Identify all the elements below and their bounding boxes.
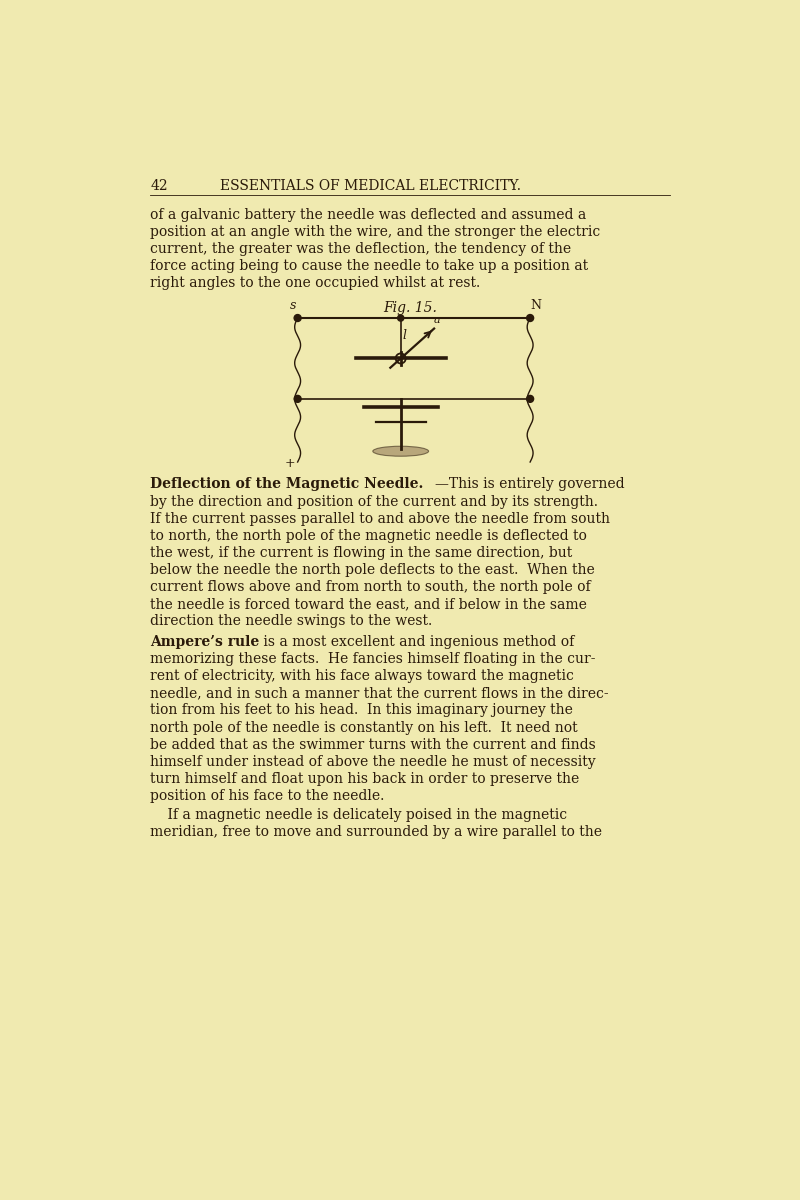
Text: force acting being to cause the needle to take up a position at: force acting being to cause the needle t… — [150, 259, 589, 274]
Circle shape — [294, 314, 301, 322]
Text: himself under instead of above the needle he must of necessity: himself under instead of above the needl… — [150, 755, 596, 769]
Text: of a galvanic battery the needle was deflected and assumed a: of a galvanic battery the needle was def… — [150, 208, 586, 222]
Text: —This is entirely governed: —This is entirely governed — [435, 478, 625, 492]
Text: current, the greater was the deflection, the tendency of the: current, the greater was the deflection,… — [150, 242, 571, 256]
Text: by the direction and position of the current and by its strength.: by the direction and position of the cur… — [150, 494, 598, 509]
Text: rent of electricity, with his face always toward the magnetic: rent of electricity, with his face alway… — [150, 670, 574, 683]
Ellipse shape — [373, 446, 429, 456]
Text: direction the needle swings to the west.: direction the needle swings to the west. — [150, 614, 433, 628]
Text: Fig. 15.: Fig. 15. — [383, 301, 437, 316]
Text: be added that as the swimmer turns with the current and finds: be added that as the swimmer turns with … — [150, 738, 596, 751]
Text: s: s — [290, 299, 296, 312]
Circle shape — [526, 314, 534, 322]
Text: needle, and in such a manner that the current flows in the direc-: needle, and in such a manner that the cu… — [150, 686, 609, 701]
Circle shape — [526, 396, 534, 402]
Text: right angles to the one occupied whilst at rest.: right angles to the one occupied whilst … — [150, 276, 481, 290]
Text: the needle is forced toward the east, and if below in the same: the needle is forced toward the east, an… — [150, 598, 587, 611]
Text: tion from his feet to his head.  In this imaginary journey the: tion from his feet to his head. In this … — [150, 703, 574, 718]
Text: If the current passes parallel to and above the needle from south: If the current passes parallel to and ab… — [150, 511, 610, 526]
Text: If a magnetic needle is delicately poised in the magnetic: If a magnetic needle is delicately poise… — [150, 809, 567, 822]
Circle shape — [398, 314, 404, 322]
Text: position of his face to the needle.: position of his face to the needle. — [150, 788, 385, 803]
Text: Ampere’s rule: Ampere’s rule — [150, 635, 260, 649]
Text: 42: 42 — [150, 179, 168, 193]
Circle shape — [294, 396, 301, 402]
Text: turn himself and float upon his back in order to preserve the: turn himself and float upon his back in … — [150, 772, 580, 786]
Text: N: N — [531, 299, 542, 312]
Text: memorizing these facts.  He fancies himself floating in the cur-: memorizing these facts. He fancies himse… — [150, 653, 596, 666]
Text: below the needle the north pole deflects to the east.  When the: below the needle the north pole deflects… — [150, 563, 595, 577]
Text: to north, the north pole of the magnetic needle is deflected to: to north, the north pole of the magnetic… — [150, 529, 587, 542]
Text: l: l — [402, 329, 406, 342]
Text: is a most excellent and ingenious method of: is a most excellent and ingenious method… — [259, 635, 574, 649]
Text: current flows above and from north to south, the north pole of: current flows above and from north to so… — [150, 580, 591, 594]
Text: +: + — [285, 457, 295, 470]
Text: ESSENTIALS OF MEDICAL ELECTRICITY.: ESSENTIALS OF MEDICAL ELECTRICITY. — [220, 179, 521, 193]
Text: a: a — [434, 314, 441, 325]
Text: north pole of the needle is constantly on his left.  It need not: north pole of the needle is constantly o… — [150, 720, 578, 734]
Text: Deflection of the Magnetic Needle.: Deflection of the Magnetic Needle. — [150, 478, 424, 492]
Text: meridian, free to move and surrounded by a wire parallel to the: meridian, free to move and surrounded by… — [150, 826, 602, 840]
Text: the west, if the current is flowing in the same direction, but: the west, if the current is flowing in t… — [150, 546, 573, 559]
Text: position at an angle with the wire, and the stronger the electric: position at an angle with the wire, and … — [150, 226, 601, 239]
